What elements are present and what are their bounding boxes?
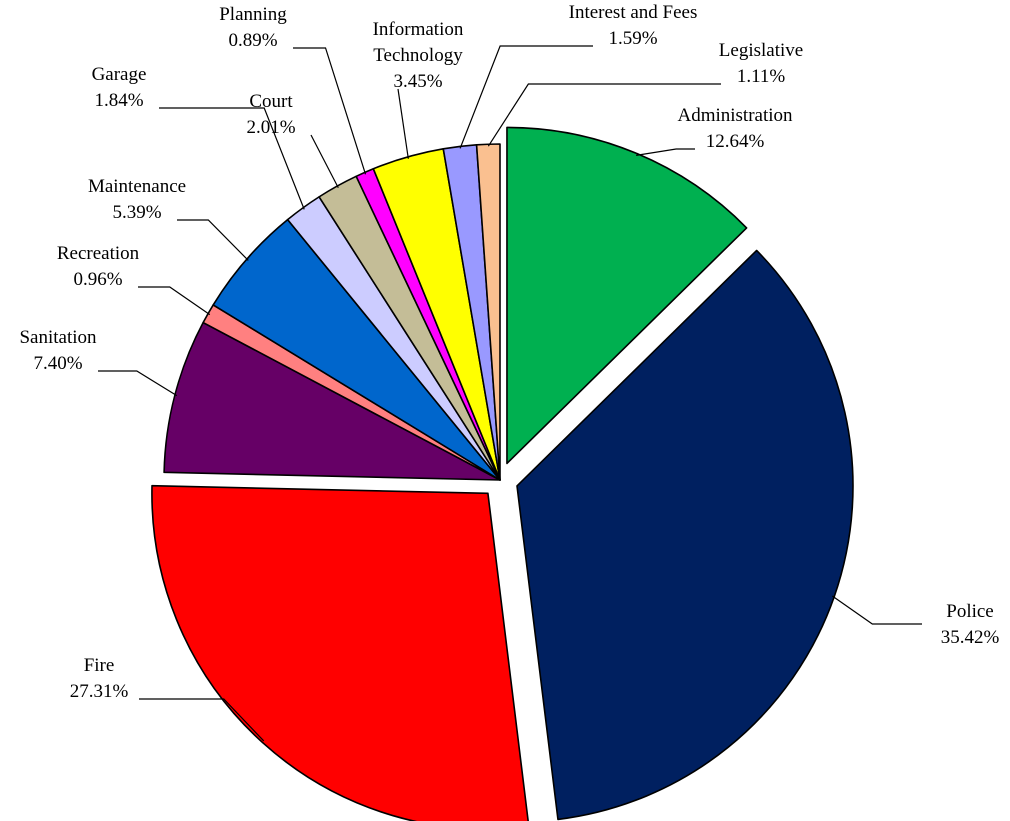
label-percent-police: 35.42% — [941, 627, 1000, 648]
label-name-planning: Planning — [219, 4, 287, 25]
data-label-court: Court 2.01% — [246, 91, 295, 138]
data-label-legislative: Legislative 1.11% — [719, 40, 803, 87]
label-name-fire: Fire — [84, 655, 115, 676]
leader-line-fire — [139, 698, 265, 742]
label-name-court: Court — [249, 91, 293, 112]
data-label-recreation: Recreation 0.96% — [57, 243, 140, 290]
leader-line-garage — [159, 107, 305, 210]
label-percent-recreation: 0.96% — [73, 269, 122, 290]
data-label-planning: Planning 0.89% — [219, 4, 287, 51]
leader-line-sanitation — [98, 370, 178, 397]
leader-line-maintenance — [177, 219, 249, 261]
label-percent-administration: 12.64% — [706, 131, 765, 152]
label-percent-information-technology: 3.45% — [393, 71, 442, 92]
label-percent-garage: 1.84% — [94, 90, 143, 111]
leader-line-interest-and-fees — [459, 45, 593, 149]
leader-line-police — [831, 595, 922, 625]
leader-line-court — [310, 134, 339, 189]
slices-layer — [151, 126, 854, 821]
label-percent-fire: 27.31% — [70, 681, 129, 702]
data-label-garage: Garage 1.84% — [92, 64, 147, 111]
label-name-information-technology: Information — [373, 19, 464, 40]
pie-slice-administration — [506, 126, 748, 465]
label-name-information-technology: Technology — [373, 45, 463, 66]
leader-lines-layer — [98, 45, 922, 742]
pie-slice-legislative — [475, 143, 501, 481]
data-label-police: Police 35.42% — [941, 601, 1000, 648]
label-name-legislative: Legislative — [719, 40, 803, 61]
label-name-sanitation: Sanitation — [19, 327, 97, 348]
label-name-administration: Administration — [677, 105, 793, 126]
label-percent-interest-and-fees: 1.59% — [608, 28, 657, 49]
label-percent-maintenance: 5.39% — [112, 202, 161, 223]
data-label-fire: Fire 27.31% — [70, 655, 129, 702]
label-name-recreation: Recreation — [57, 243, 140, 264]
labels-layer: Administration 12.64% Police 35.42% Fire 27.3… — [19, 2, 999, 702]
data-label-interest-and-fees: Interest and Fees 1.59% — [569, 2, 698, 49]
label-name-garage: Garage — [92, 64, 147, 85]
label-percent-court: 2.01% — [246, 117, 295, 138]
data-label-maintenance: Maintenance 5.39% — [88, 176, 186, 223]
leader-line-legislative — [487, 83, 721, 147]
data-label-information-technology: Information Technology 3.45% — [373, 19, 464, 92]
label-name-maintenance: Maintenance — [88, 176, 186, 197]
label-percent-planning: 0.89% — [228, 30, 277, 51]
pie-slice-fire — [151, 484, 529, 821]
data-label-sanitation: Sanitation 7.40% — [19, 327, 97, 374]
leader-line-information-technology — [397, 88, 409, 159]
label-name-police: Police — [946, 601, 994, 622]
leader-line-recreation — [138, 286, 211, 316]
label-name-interest-and-fees: Interest and Fees — [569, 2, 698, 23]
label-percent-sanitation: 7.40% — [33, 353, 82, 374]
leader-line-planning — [293, 47, 367, 175]
label-percent-legislative: 1.11% — [737, 66, 786, 87]
leader-line-administration — [636, 148, 695, 156]
data-label-administration: Administration 12.64% — [677, 105, 793, 152]
